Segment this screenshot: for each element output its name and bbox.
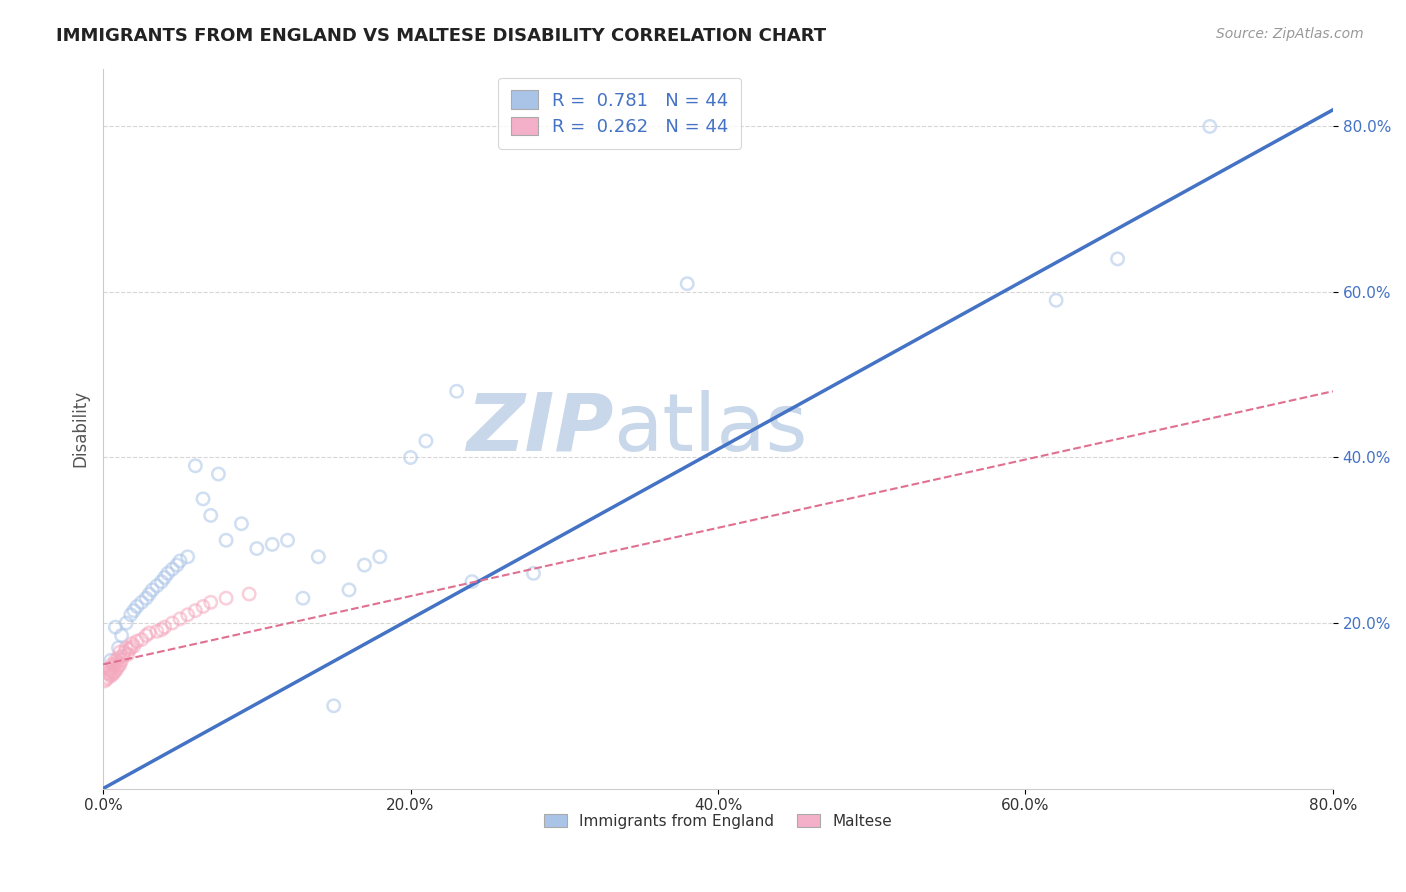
Point — [100, 664, 122, 678]
Point — [169, 554, 191, 568]
Point — [104, 620, 127, 634]
Point — [200, 508, 222, 523]
Point — [125, 634, 148, 648]
Point — [200, 595, 222, 609]
Point — [676, 277, 699, 291]
Point — [97, 671, 120, 685]
Point — [120, 607, 142, 622]
Point — [93, 673, 115, 688]
Point — [141, 582, 163, 597]
Point — [103, 665, 125, 680]
Point — [112, 649, 135, 664]
Point — [105, 656, 128, 670]
Point — [169, 612, 191, 626]
Point — [138, 587, 160, 601]
Point — [110, 653, 132, 667]
Point — [1107, 252, 1129, 266]
Point — [176, 607, 198, 622]
Point — [191, 599, 214, 614]
Point — [150, 574, 173, 589]
Point — [215, 533, 238, 548]
Point — [262, 537, 284, 551]
Point — [138, 626, 160, 640]
Legend: Immigrants from England, Maltese: Immigrants from England, Maltese — [538, 807, 898, 835]
Point — [115, 615, 138, 630]
Point — [131, 595, 153, 609]
Point — [131, 632, 153, 647]
Point — [122, 639, 145, 653]
Point — [104, 664, 127, 678]
Point — [1198, 120, 1220, 134]
Point — [115, 640, 138, 655]
Point — [108, 645, 131, 659]
Point — [277, 533, 299, 548]
Point — [117, 648, 139, 662]
Point — [238, 587, 260, 601]
Point — [353, 558, 375, 572]
Point — [162, 615, 184, 630]
Point — [176, 549, 198, 564]
Point — [150, 623, 173, 637]
Point — [246, 541, 269, 556]
Point — [153, 620, 176, 634]
Point — [291, 591, 314, 606]
Text: IMMIGRANTS FROM ENGLAND VS MALTESE DISABILITY CORRELATION CHART: IMMIGRANTS FROM ENGLAND VS MALTESE DISAB… — [56, 27, 827, 45]
Point — [1045, 293, 1067, 308]
Point — [114, 645, 136, 659]
Y-axis label: Disability: Disability — [72, 390, 89, 467]
Point — [231, 516, 253, 531]
Point — [107, 650, 129, 665]
Point — [100, 653, 122, 667]
Point — [107, 640, 129, 655]
Point — [322, 698, 344, 713]
Point — [461, 574, 484, 589]
Point — [184, 458, 207, 473]
Point — [207, 467, 229, 481]
Point — [103, 659, 125, 673]
Point — [107, 659, 129, 673]
Point — [98, 661, 121, 675]
Point — [100, 669, 122, 683]
Point — [162, 562, 184, 576]
Point — [110, 628, 132, 642]
Point — [135, 591, 157, 606]
Point — [368, 549, 391, 564]
Point — [125, 599, 148, 614]
Point — [96, 673, 118, 687]
Point — [105, 661, 128, 675]
Point — [337, 582, 360, 597]
Point — [153, 570, 176, 584]
Point — [307, 549, 329, 564]
Point — [104, 653, 127, 667]
Point — [184, 604, 207, 618]
Point — [166, 558, 188, 572]
Point — [446, 384, 468, 399]
Text: Source: ZipAtlas.com: Source: ZipAtlas.com — [1216, 27, 1364, 41]
Point — [156, 566, 179, 581]
Text: atlas: atlas — [613, 390, 808, 467]
Point — [146, 624, 169, 639]
Point — [191, 491, 214, 506]
Point — [122, 604, 145, 618]
Point — [97, 665, 120, 680]
Point — [101, 667, 124, 681]
Point — [135, 628, 157, 642]
Point — [108, 657, 131, 672]
Point — [98, 667, 121, 681]
Point — [101, 657, 124, 672]
Point — [121, 637, 143, 651]
Point — [522, 566, 544, 581]
Point — [415, 434, 437, 448]
Point — [118, 642, 141, 657]
Point — [146, 579, 169, 593]
Point — [120, 640, 142, 655]
Point — [399, 450, 422, 465]
Point — [215, 591, 238, 606]
Text: ZIP: ZIP — [465, 390, 613, 467]
